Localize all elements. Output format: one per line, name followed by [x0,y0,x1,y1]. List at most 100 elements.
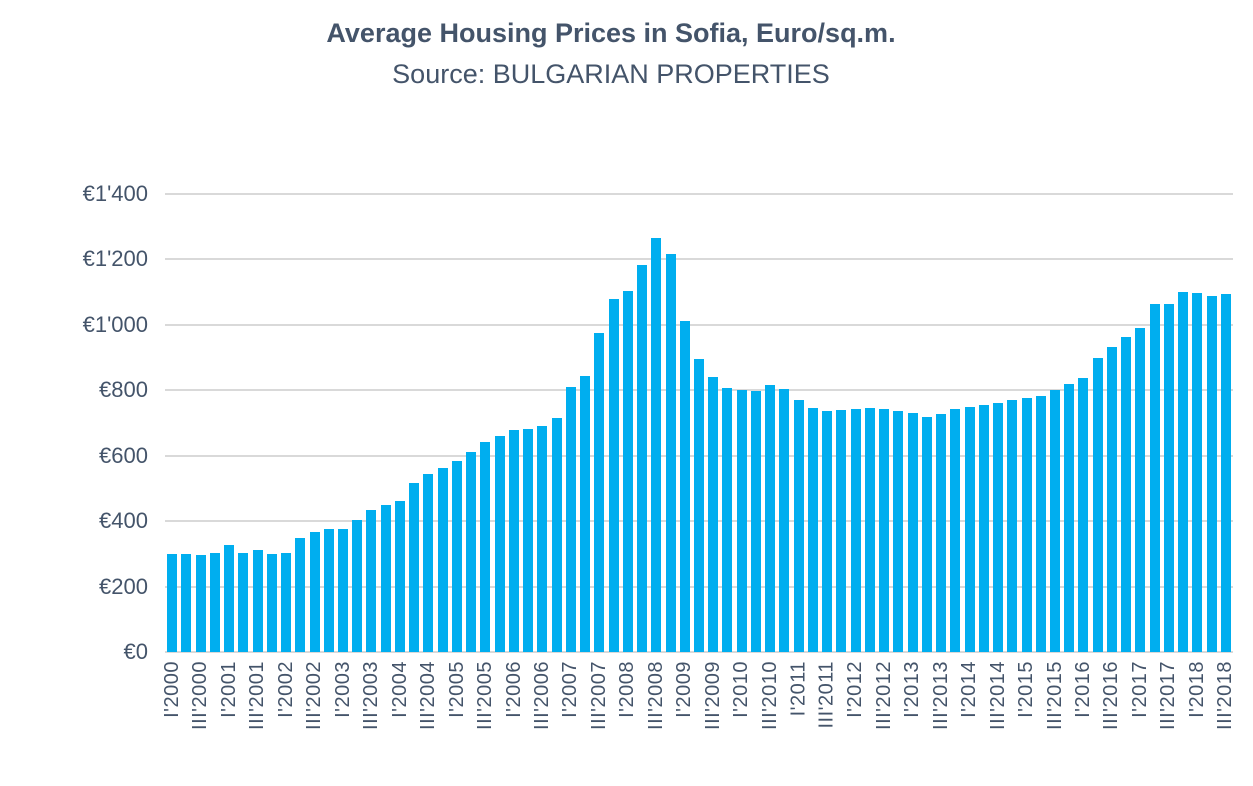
bar [765,385,776,652]
x-axis-tick-label: I'2009 [673,661,696,718]
bar [964,407,975,652]
bar [1035,396,1046,652]
x-axis-tick-label: I'2001 [217,661,240,718]
x-axis-tick-label: I'2017 [1128,661,1151,718]
x-axis-tick-label: I'2007 [559,661,582,718]
x-axis-tick-label: III'2005 [473,661,496,730]
x-axis-tick-label: III'2014 [986,661,1009,730]
x-axis-tick-label: III'2007 [587,661,610,730]
x-axis-tick-label: I'2010 [730,661,753,718]
bar [864,408,875,652]
bar [565,387,576,652]
x-axis-tick-label: I'2015 [1015,661,1038,718]
bar [907,413,918,652]
x-axis-tick-label: III'2011 [815,661,838,729]
x-axis-tick-label: III'2006 [530,661,553,730]
x-axis-tick-label: III'2015 [1043,661,1066,730]
bar [295,538,306,652]
bar [1163,304,1174,652]
bar [679,321,690,652]
y-axis-tick-label: €600 [99,442,148,468]
bar [637,265,648,652]
bar [1192,293,1203,652]
bar [423,474,434,652]
x-axis-tick-label: III'2012 [872,661,895,730]
bar [451,461,462,652]
bar [1050,390,1060,652]
bar [722,388,733,652]
bar [551,418,562,652]
chart-title: Average Housing Prices in Sofia, Euro/sq… [326,18,896,48]
bar [523,429,534,652]
bar [1220,294,1231,652]
bar [181,554,192,652]
bar [480,442,491,652]
bar [993,403,1004,652]
x-axis-tick-label: I'2006 [502,661,525,718]
bar [622,291,633,652]
chart-subtitle: Source: BULGARIAN PROPERTIES [392,59,830,89]
bar [750,391,761,652]
x-axis-line [165,651,1233,653]
bar [195,555,206,652]
bar [793,400,804,652]
bar [950,409,961,652]
bar [409,483,420,652]
bar [1007,400,1018,652]
bar [836,410,847,652]
bar [167,554,178,652]
bar [1149,304,1160,652]
x-axis-tick-label: III'2010 [758,661,781,730]
x-axis-tick-label: III'2000 [189,661,212,730]
y-axis-tick-label: €0 [123,639,148,664]
bar [281,553,292,652]
bar [1078,378,1089,652]
x-axis-tick-label: I'2004 [388,661,411,718]
bar [1135,328,1146,652]
bar [508,430,519,652]
bar [807,408,818,652]
bar [466,452,477,652]
bar [665,254,676,652]
x-axis-tick-label: I'2011 [787,661,810,717]
bar [893,411,904,652]
bar [309,532,320,652]
bar [921,417,932,652]
bar [1064,384,1075,652]
bar [978,405,989,652]
x-axis-tick-label: III'2003 [359,661,382,730]
bar [850,409,861,652]
x-axis-tick-label: I'2013 [901,661,924,718]
bar [936,414,947,652]
bar [238,553,249,652]
bar [366,510,377,652]
bar [380,505,391,652]
bar [822,411,833,652]
bar [352,520,363,652]
bar [1092,358,1103,652]
x-axis-tick-label: I'2018 [1185,661,1208,718]
bar [266,554,277,652]
bar [779,389,790,652]
gridline [165,258,1233,261]
x-axis-tick-label: I'2000 [160,661,183,718]
bar [323,529,334,652]
x-axis-tick-label: I'2002 [274,661,297,718]
bar [580,376,591,652]
bar [224,545,235,652]
bar [252,550,263,652]
bar [736,390,747,652]
bar [708,377,719,652]
gridline [165,193,1233,195]
y-axis-tick-label: €1'400 [82,181,148,206]
bar [537,426,548,652]
x-axis-tick-label: I'2008 [616,661,639,718]
x-axis-tick-label: I'2016 [1071,661,1094,718]
x-axis-tick-label: III'2001 [246,661,269,730]
y-axis-tick-label: €800 [99,377,148,403]
x-axis-tick-label: III'2009 [701,661,724,730]
bar [394,501,405,652]
x-axis-tick-label: III'2002 [303,661,326,730]
